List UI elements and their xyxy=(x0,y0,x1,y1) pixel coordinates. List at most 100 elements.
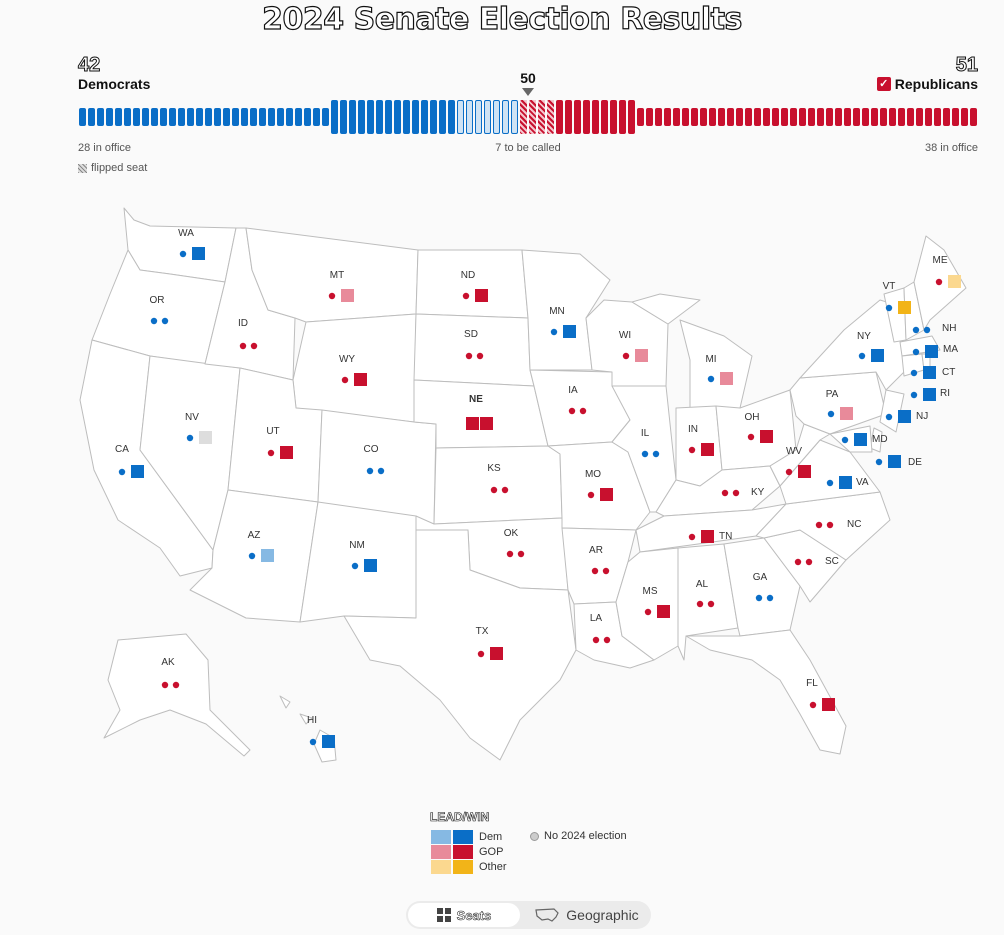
seat-in-office-dot xyxy=(118,468,126,476)
seat-result-square[interactable] xyxy=(563,325,576,338)
state-shape-nm xyxy=(299,501,417,623)
state-label-sc: SC xyxy=(825,556,839,567)
seat-result-square[interactable] xyxy=(600,488,613,501)
seat-in-office-dot xyxy=(172,681,180,689)
seat-in-office-dot xyxy=(805,558,813,566)
rep-seat-in-office xyxy=(780,108,789,126)
seat-result-square[interactable] xyxy=(322,735,335,748)
seat-result-square[interactable] xyxy=(364,559,377,572)
seat-in-office-dot xyxy=(267,449,275,457)
state-label-in: IN xyxy=(688,424,698,435)
dem-seat-in-office xyxy=(168,108,177,126)
dem-label: Democrats xyxy=(78,76,151,92)
dem-seat-won xyxy=(330,100,339,134)
seat-result-square[interactable] xyxy=(720,372,733,385)
state-shape-il xyxy=(611,385,677,513)
seat-in-office-dot xyxy=(161,681,169,689)
seat-in-office-dot xyxy=(462,292,470,300)
seat-in-office-dot xyxy=(644,608,652,616)
rep-seat-in-office xyxy=(888,108,897,126)
state-label-wa: WA xyxy=(178,228,194,239)
seat-result-square[interactable] xyxy=(131,465,144,478)
seat-result-square[interactable] xyxy=(701,443,714,456)
seat-result-square[interactable] xyxy=(480,417,493,430)
other-lead-swatch xyxy=(431,860,451,874)
seat-in-office-dot xyxy=(602,567,610,575)
seat-in-office-dot xyxy=(841,436,849,444)
rep-seat-in-office xyxy=(708,108,717,126)
seat-result-square[interactable] xyxy=(199,431,212,444)
seat-result-square[interactable] xyxy=(354,373,367,386)
rep-seat-in-office xyxy=(681,108,690,126)
seat-in-office-dot xyxy=(858,352,866,360)
state-shape-hi xyxy=(279,695,337,763)
state-label-ne: NE xyxy=(469,394,483,405)
state-label-id: ID xyxy=(238,318,248,329)
rep-seat-in-office xyxy=(798,108,807,126)
seat-result-square[interactable] xyxy=(923,366,936,379)
seat-to-be-called xyxy=(510,100,519,134)
dem-seat-count: 42 xyxy=(77,54,101,77)
seat-in-office-dot xyxy=(591,567,599,575)
rep-seat-in-office xyxy=(699,108,708,126)
seat-in-office-dot xyxy=(910,391,918,399)
seat-in-office-dot xyxy=(755,594,763,602)
rep-seat-in-office xyxy=(843,108,852,126)
seat-result-square[interactable] xyxy=(898,410,911,423)
seat-result-square[interactable] xyxy=(280,446,293,459)
seat-in-office-dot xyxy=(912,326,920,334)
seat-result-square[interactable] xyxy=(341,289,354,302)
dem-seat-in-office xyxy=(159,108,168,126)
state-label-la: LA xyxy=(590,613,603,624)
seat-result-square[interactable] xyxy=(657,605,670,618)
seat-result-square[interactable] xyxy=(466,417,479,430)
state-label-ut: UT xyxy=(266,426,279,437)
state-label-al: AL xyxy=(696,579,709,590)
rep-seat-in-office xyxy=(951,108,960,126)
geographic-toggle-button[interactable]: Geographic xyxy=(524,903,649,927)
rep-seat-in-office xyxy=(726,108,735,126)
seat-result-square[interactable] xyxy=(898,301,911,314)
seat-result-square[interactable] xyxy=(871,349,884,362)
seat-result-square[interactable] xyxy=(822,698,835,711)
dem-seat-in-office xyxy=(276,108,285,126)
seat-result-square[interactable] xyxy=(261,549,274,562)
seat-result-square[interactable] xyxy=(854,433,867,446)
rep-seat-in-office xyxy=(744,108,753,126)
state-label-ar: AR xyxy=(589,545,603,556)
seat-result-square[interactable] xyxy=(840,407,853,420)
seat-result-square[interactable] xyxy=(948,275,961,288)
seat-in-office-dot xyxy=(707,600,715,608)
seat-to-be-called xyxy=(465,100,474,134)
seat-result-square[interactable] xyxy=(923,388,936,401)
rep-seat-in-office xyxy=(942,108,951,126)
seat-result-square[interactable] xyxy=(839,476,852,489)
state-shape-sd xyxy=(413,313,535,387)
seat-in-office-dot xyxy=(341,376,349,384)
dem-seat-in-office xyxy=(240,108,249,126)
geographic-toggle-label: Geographic xyxy=(566,907,639,923)
dem-office-note: 28 in office xyxy=(78,142,132,154)
seat-result-square[interactable] xyxy=(475,289,488,302)
seats-toggle-button[interactable]: Seats xyxy=(408,903,520,927)
majority-marker-label: 50 xyxy=(520,70,536,86)
seat-in-office-dot xyxy=(652,450,660,458)
seat-result-square[interactable] xyxy=(192,247,205,260)
rep-seat-in-office xyxy=(753,108,762,126)
rep-seat-in-office xyxy=(636,108,645,126)
state-label-ia: IA xyxy=(568,385,578,396)
dem-seat-in-office xyxy=(258,108,267,126)
seat-in-office-dot xyxy=(603,636,611,644)
seat-result-square[interactable] xyxy=(798,465,811,478)
seat-result-square[interactable] xyxy=(925,345,938,358)
state-label-co: CO xyxy=(364,444,379,455)
seat-result-square[interactable] xyxy=(635,349,648,362)
seat-result-square[interactable] xyxy=(701,530,714,543)
seat-result-square[interactable] xyxy=(888,455,901,468)
seat-in-office-dot xyxy=(161,317,169,325)
seat-result-square[interactable] xyxy=(760,430,773,443)
seat-in-office-dot xyxy=(815,521,823,529)
state-label-ok: OK xyxy=(504,528,519,539)
seat-result-square[interactable] xyxy=(490,647,503,660)
state-label-vt: VT xyxy=(883,281,896,292)
